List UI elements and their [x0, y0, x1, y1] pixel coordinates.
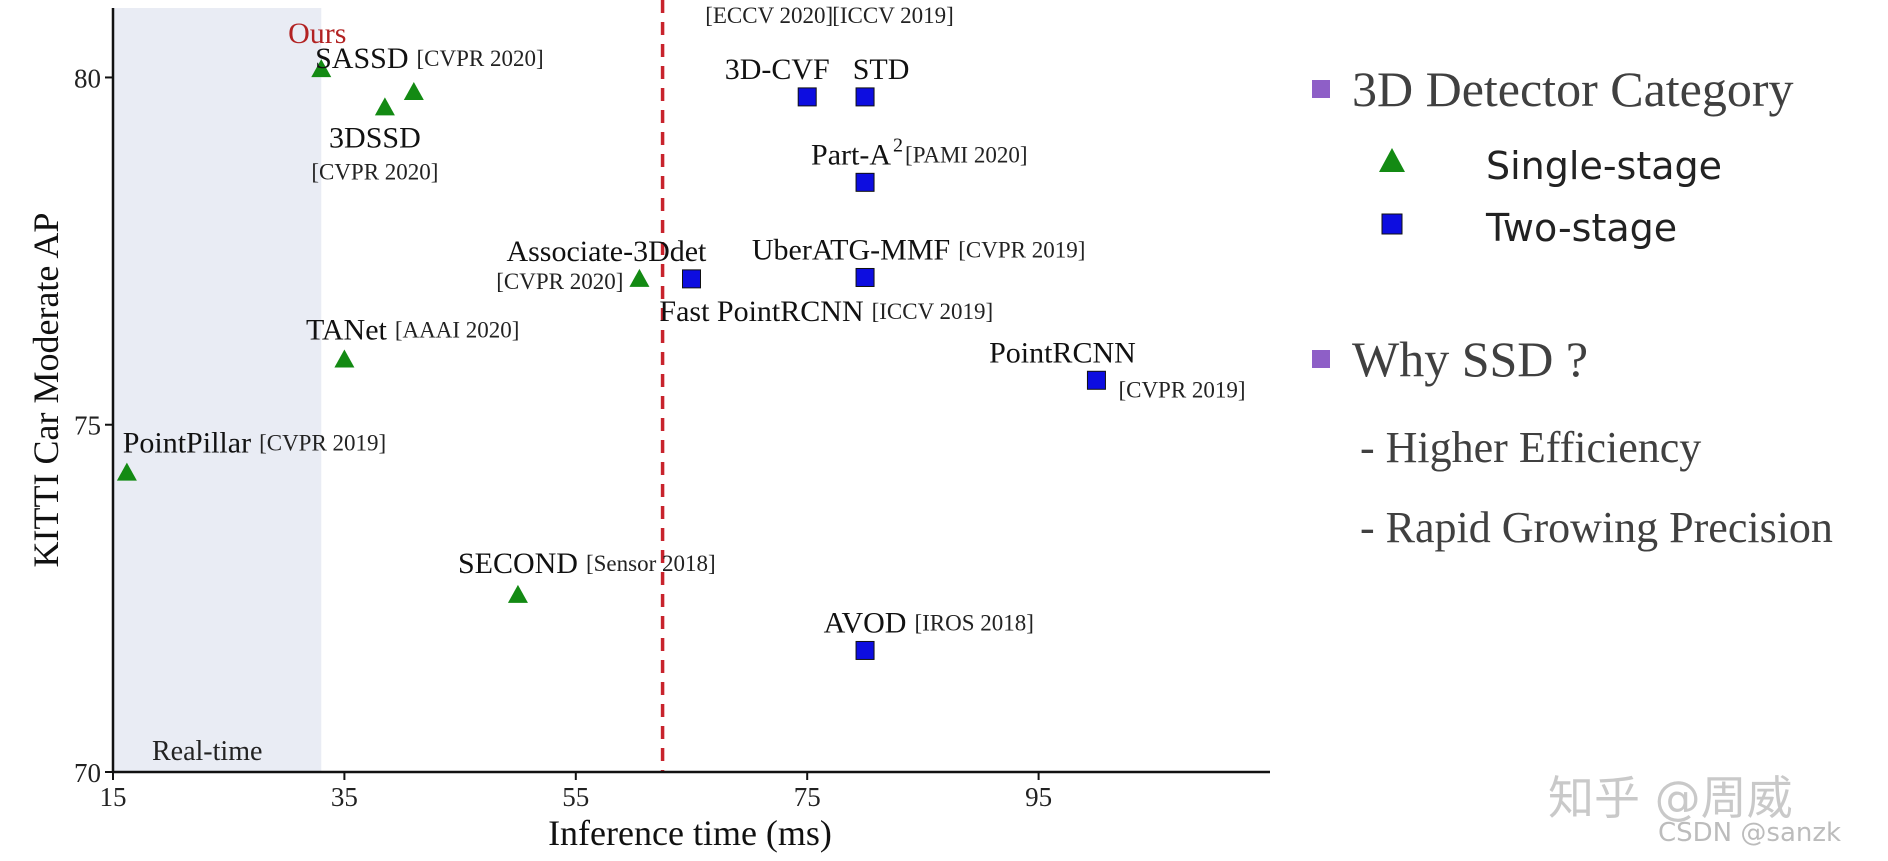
label-sassd-ref: [CVPR 2020] [417, 46, 544, 71]
label-pointrcnn-ref: [CVPR 2019] [1118, 377, 1245, 402]
point-associate-3ddet-triangle [629, 268, 650, 287]
y-tick-label: 70 [74, 758, 101, 788]
label-second: SECOND [458, 547, 578, 580]
watermark-text: 知乎 @周威 [1548, 771, 1793, 825]
x-tick-label: 75 [794, 782, 821, 812]
label-sassd: SASSD [315, 42, 408, 75]
label-part-a-ref: [PAMI 2020] [905, 142, 1027, 167]
point-ours-triangle [311, 59, 332, 78]
point-avod-square [855, 640, 875, 660]
notes-bullet-icon [1312, 350, 1330, 368]
label-3dssd: 3DSSD [329, 121, 421, 154]
legend-item-two-stage: Two-stage [1368, 206, 1677, 250]
legend-item-label: Two-stage [1486, 206, 1678, 250]
label-tanet-ref: [AAAI 2020] [395, 317, 520, 342]
label-associate-3ddet: Associate-3Ddet [506, 235, 707, 268]
data-points [116, 59, 1106, 660]
label-tanet: TANet [306, 313, 388, 346]
y-tick-label: 75 [74, 411, 101, 441]
label-pointpillar: PointPillar [123, 427, 251, 460]
label-uberatg-mmf-ref: [CVPR 2019] [958, 237, 1085, 262]
label-fast-pointrcnn: Fast PointRCNN [659, 295, 863, 328]
point-pointrcnn-square [1086, 370, 1106, 390]
x-tick-label: 95 [1025, 782, 1052, 812]
credit-text: CSDN @sanzk [1658, 818, 1842, 848]
y-tick-label: 80 [74, 63, 101, 93]
label-3d-cvf-ref: [ECCV 2020] [705, 3, 833, 28]
label-pointrcnn: PointRCNN [989, 336, 1136, 369]
triangle-icon [1368, 146, 1448, 186]
notes-title: Why SSD ? [1312, 330, 1588, 388]
x-tick-label: 55 [562, 782, 589, 812]
point-pointpillar-triangle [116, 462, 137, 481]
x-axis-label: Inference time (ms) [548, 813, 832, 853]
y-axis-label: KITTI Car Moderate AP [26, 213, 66, 568]
label-std: STD [853, 53, 910, 86]
notes-bullet-precision: - Rapid Growing Precision [1360, 503, 1833, 552]
notes-bullet-efficiency: - Higher Efficiency [1360, 423, 1702, 472]
point-uberatg-mmf-square [855, 267, 875, 287]
label-part-a: Part-A [811, 138, 891, 171]
point-fast-pointrcnn-square [682, 269, 701, 289]
label-part-a-superscript: 2 [893, 134, 903, 156]
label-fast-pointrcnn-ref: [ICCV 2019] [872, 299, 994, 324]
label-std-ref: [ICCV 2019] [832, 3, 954, 28]
label-avod-ref: [IROS 2018] [914, 610, 1033, 635]
legend-item-single-stage: Single-stage [1368, 144, 1722, 188]
label-pointpillar-ref: [CVPR 2019] [259, 431, 386, 456]
x-tick-label: 35 [331, 782, 358, 812]
point-second-triangle [507, 584, 528, 603]
legend-title-text: 3D Detector Category [1352, 61, 1794, 117]
point-std-square [855, 87, 875, 107]
notes-title-text: Why SSD ? [1352, 331, 1589, 387]
label-avod: AVOD [824, 606, 907, 639]
point-tanet-triangle [334, 349, 355, 368]
legend-title: 3D Detector Category [1312, 60, 1794, 118]
label-3dssd-ref: [CVPR 2020] [311, 159, 438, 184]
axes: 15 35 55 75 95 70 75 80 [74, 8, 1270, 812]
label-uberatg-mmf: UberATG-MMF [752, 233, 950, 266]
realtime-region [113, 8, 322, 772]
x-tick-label: 15 [100, 782, 127, 812]
legend-bullet-icon [1312, 80, 1330, 98]
point-sassd-triangle [403, 82, 424, 101]
realtime-label: Real-time [152, 736, 262, 767]
label-associate-3ddet-ref: [CVPR 2020] [496, 269, 623, 294]
label-3d-cvf: 3D-CVF [725, 53, 830, 86]
label-second-ref: [Sensor 2018] [586, 551, 716, 576]
point-part-a-square [855, 172, 875, 192]
point-3d-cvf-square [797, 87, 817, 107]
square-icon [1368, 208, 1448, 248]
legend-item-label: Single-stage [1486, 144, 1723, 188]
label-ours: Ours [288, 17, 346, 50]
point-3dssd-triangle [374, 97, 395, 116]
